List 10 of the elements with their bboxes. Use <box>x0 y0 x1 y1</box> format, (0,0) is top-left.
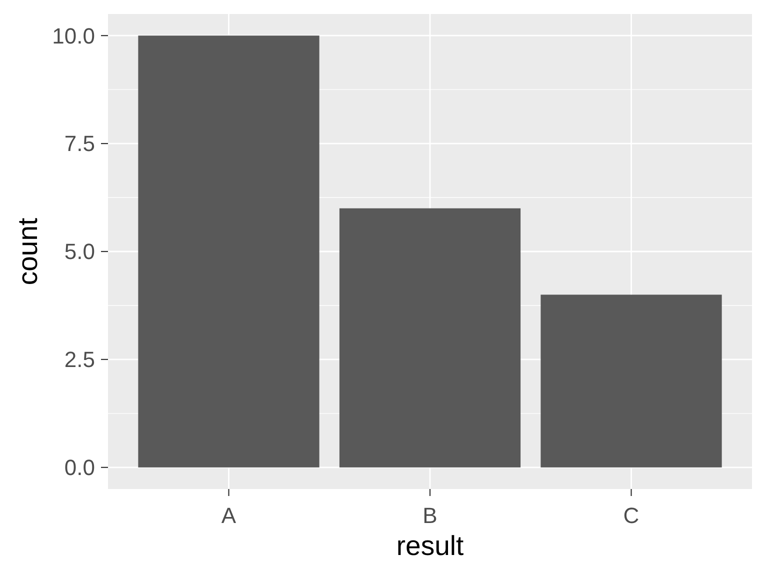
x-tick-label: B <box>422 503 438 528</box>
x-tick-label: A <box>221 503 236 528</box>
y-tick-label: 0.0 <box>64 455 95 480</box>
y-tick-label: 2.5 <box>64 347 95 372</box>
y-axis-title: count <box>12 218 43 286</box>
y-tick-label: 7.5 <box>64 131 95 156</box>
x-tick-label: C <box>623 503 640 528</box>
y-tick-label: 10.0 <box>52 23 95 48</box>
y-tick-label: 5.0 <box>64 239 95 264</box>
x-axis-title: result <box>396 530 464 561</box>
